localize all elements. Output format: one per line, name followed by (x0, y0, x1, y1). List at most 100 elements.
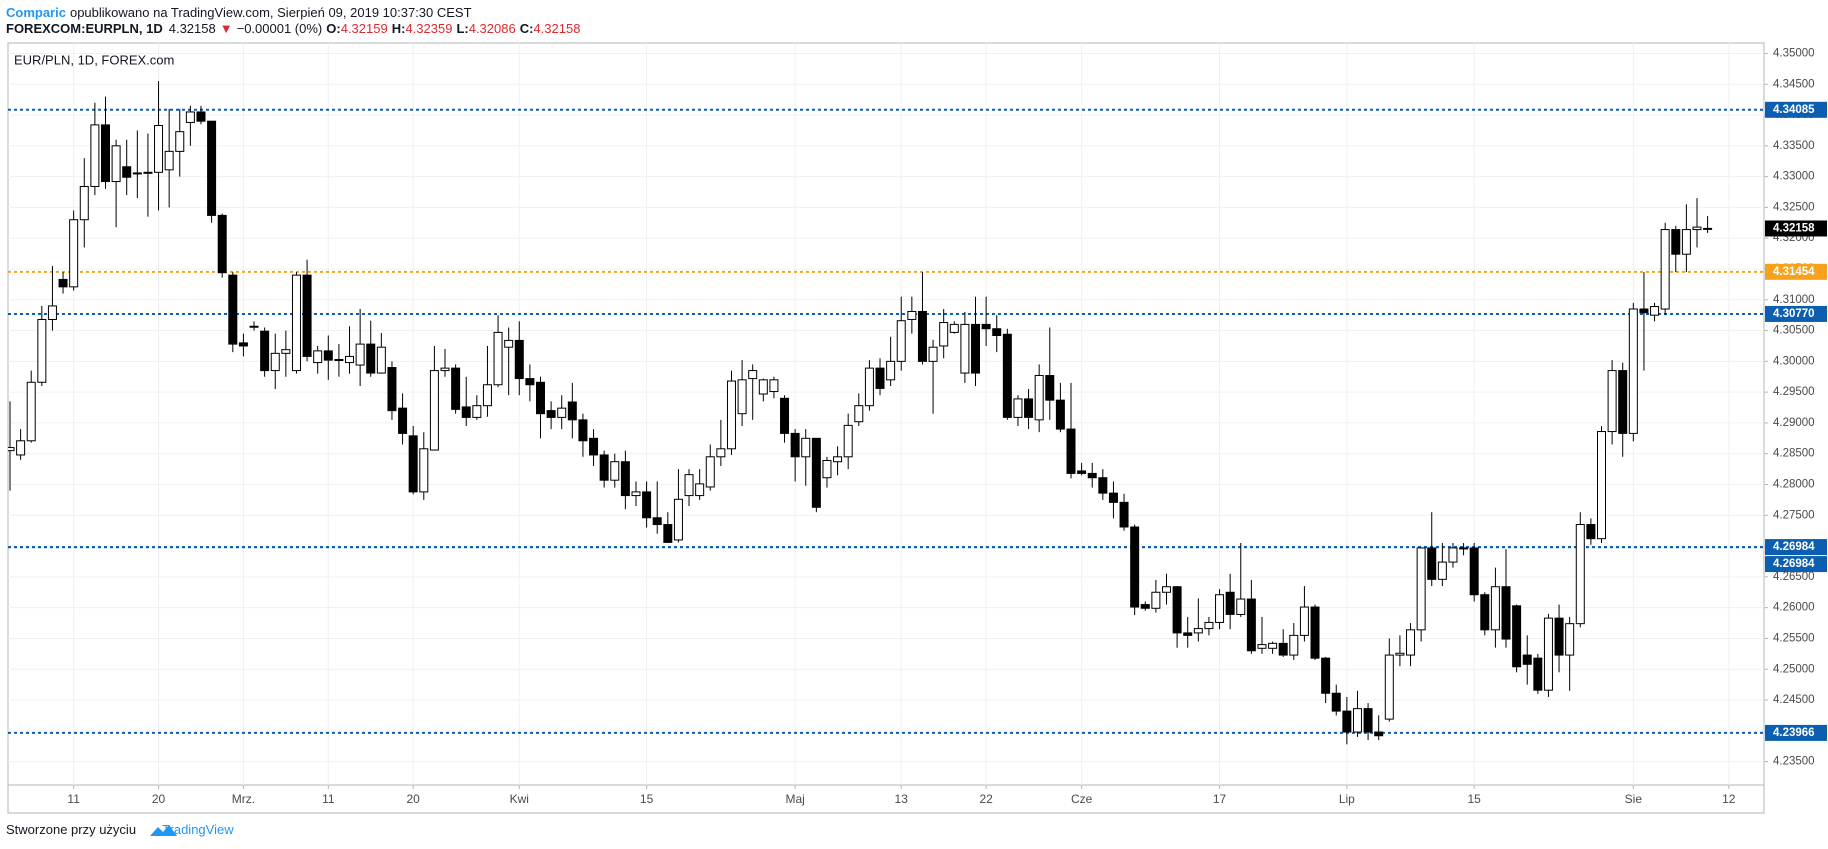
x-tick-label: 15 (640, 792, 654, 806)
candle-body (1469, 547, 1479, 596)
plot-frame (7, 42, 1765, 814)
symbol: FOREXCOM:EURPLN, 1D (6, 21, 163, 36)
candle-body (323, 350, 333, 361)
candle-body (313, 350, 323, 364)
levels (8, 108, 1764, 734)
candle-body (302, 274, 312, 357)
last-price-bg (1765, 220, 1827, 237)
candle-body (1459, 547, 1469, 550)
x-tick-label: 20 (152, 792, 166, 806)
candle-body (1384, 654, 1394, 720)
axes: 4.235004.240004.245004.250004.255004.260… (67, 47, 1827, 806)
candle-body (631, 491, 641, 497)
y-tick-label: 4.34500 (1773, 78, 1815, 90)
candle-body (1639, 308, 1649, 314)
candle-body (971, 323, 981, 374)
last-price-label: 4.32158 (1773, 223, 1815, 235)
candle-body (1045, 375, 1055, 401)
y-tick-label: 4.30000 (1773, 355, 1815, 367)
level-label-bg (1765, 305, 1827, 322)
candle-body (1183, 632, 1193, 636)
last: 4.32158 (169, 21, 216, 36)
candle-body (482, 384, 492, 407)
candle-body (228, 274, 238, 345)
candle-body (398, 407, 408, 434)
candle-body (1215, 594, 1225, 623)
y-tick-label: 4.30500 (1773, 325, 1815, 337)
candle-body (79, 185, 89, 221)
candle-body (642, 491, 652, 519)
candle-body (1650, 306, 1660, 316)
candle-body (992, 328, 1002, 336)
candle-body (939, 322, 949, 347)
candle-body (16, 440, 26, 456)
candle-body (1565, 623, 1575, 656)
candle-body (1501, 586, 1511, 640)
x-tick-label: Kwi (510, 792, 529, 806)
footer-prefix: Stworzone przy użyciu (6, 822, 136, 837)
y-tick-label: 4.25000 (1773, 663, 1815, 675)
candle-body (1204, 621, 1214, 630)
x-tick-label: 11 (322, 792, 335, 806)
candle-body (673, 498, 683, 541)
candle-body (684, 474, 694, 497)
candle-body (589, 437, 599, 456)
change: −0.00001 (0%) (237, 21, 323, 36)
candle-body (1310, 606, 1320, 659)
y-tick-label: 4.33000 (1773, 171, 1815, 183)
candle-body (536, 381, 545, 415)
candle-body (928, 346, 938, 362)
candle-body (864, 367, 874, 407)
candle-body (472, 405, 482, 418)
grid (8, 43, 1764, 785)
candle-body (1490, 586, 1500, 631)
candle-body (1193, 628, 1203, 634)
candle-body (1703, 227, 1713, 230)
candle-body (154, 125, 164, 173)
x-tick-label: 22 (979, 792, 993, 806)
author[interactable]: Comparic (6, 5, 66, 20)
level-label: 4.26984 (1773, 558, 1815, 570)
candle-body (1395, 652, 1405, 656)
candle-body (1406, 629, 1416, 656)
candle-body (1607, 370, 1617, 433)
candle-body (504, 339, 514, 348)
tradingview-logo[interactable] (150, 825, 177, 836)
candle-body (1077, 470, 1087, 474)
candle-body (1448, 547, 1458, 563)
candle-body (1660, 229, 1670, 310)
footer: Stworzone przy użyciu TradingView (6, 822, 234, 837)
candle-body (217, 214, 227, 274)
level-label-bg (1765, 263, 1827, 280)
y-tick-label: 4.28000 (1773, 479, 1815, 491)
candle-body (122, 166, 132, 178)
candle-body (26, 381, 36, 442)
x-tick-label: 11 (67, 792, 80, 806)
candle-body (1002, 333, 1012, 418)
ohlc: O:4.32159 H:4.32359 L:4.32086 C:4.32158 (326, 21, 580, 36)
candle-body (58, 278, 68, 288)
x-tick-label: 13 (895, 792, 909, 806)
candle-body (1480, 594, 1490, 631)
x-tick-label: 20 (407, 792, 421, 806)
candle-body (1098, 477, 1108, 494)
candle-body (875, 367, 885, 389)
candle-body (1119, 501, 1129, 528)
candle-body (387, 367, 397, 412)
candle-body (1671, 229, 1681, 255)
candle-body (737, 379, 747, 415)
ohlc-value: 4.32359 (405, 21, 452, 36)
candle-body (1512, 605, 1522, 668)
candle-body (1024, 398, 1034, 418)
candle-body (143, 171, 153, 174)
footer-brand[interactable]: TradingView (162, 822, 234, 837)
candle-body (907, 310, 917, 320)
y-tick-label: 4.32500 (1773, 201, 1815, 213)
level-label: 4.23966 (1773, 727, 1815, 739)
candle-body (578, 419, 588, 442)
x-tick-label: Sie (1625, 792, 1643, 806)
candle-body (1161, 586, 1171, 593)
candle-body (1236, 598, 1246, 615)
candle-body (748, 370, 758, 380)
candle-body (1618, 370, 1628, 434)
